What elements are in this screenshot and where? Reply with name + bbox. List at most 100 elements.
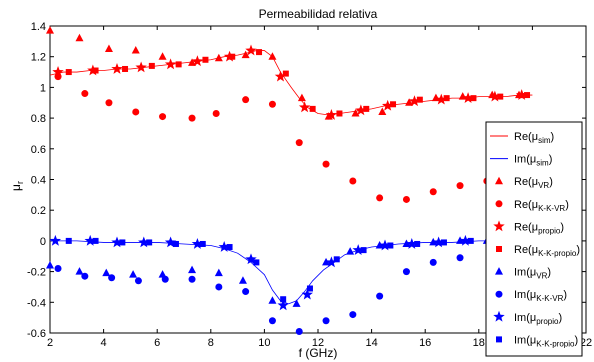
series-9 [65, 237, 528, 303]
data-point [381, 99, 394, 111]
series-6 [46, 236, 518, 307]
y-tick-label: 0.4 [31, 175, 46, 187]
legend-swatch [495, 267, 503, 275]
data-point [429, 258, 437, 266]
y-tick-label: -0.4 [27, 297, 46, 309]
data-point [363, 105, 370, 112]
data-point [202, 56, 209, 63]
legend-label: Im(μsim) [514, 154, 552, 168]
data-point [188, 265, 197, 274]
data-point [191, 237, 204, 249]
data-point [432, 236, 445, 248]
y-tick-label: 1 [40, 82, 46, 94]
legend-label: Re(μsim) [514, 131, 554, 145]
x-tick-label: 16 [419, 337, 431, 349]
data-point [111, 62, 123, 74]
data-point [456, 254, 464, 262]
data-point [158, 270, 167, 278]
data-point [467, 237, 474, 244]
legend-item: Im(μK-K-VR) [495, 289, 567, 303]
chart-legend: Re(μsim) Im(μsim) Re(μVR) Re(μK-K-VR) Re(μpr… [485, 121, 583, 357]
data-point [282, 70, 289, 77]
data-point [402, 195, 410, 203]
y-tick-label: 0.8 [31, 113, 46, 125]
series-3 [54, 73, 518, 203]
data-point [92, 237, 99, 244]
data-point [497, 93, 504, 100]
data-point [429, 237, 438, 246]
data-point [515, 89, 528, 100]
legend-item: Re(μK-K-VR) [495, 199, 569, 213]
data-point [405, 98, 414, 106]
data-point [138, 236, 150, 248]
y-tick-label: -0.2 [27, 267, 46, 279]
data-point [132, 108, 140, 116]
chart-title: Permeabilidad relativa [259, 7, 378, 21]
x-tick-label: 6 [154, 337, 160, 349]
legend-item: Re(μpropio) [493, 220, 564, 235]
data-point [46, 260, 54, 269]
data-point [135, 61, 147, 73]
data-point [65, 69, 72, 76]
data-point [322, 160, 330, 168]
data-point [122, 65, 129, 72]
data-point [148, 62, 155, 69]
data-point [49, 234, 62, 246]
y-tick-label: 1.2 [31, 52, 46, 64]
data-point [158, 52, 167, 60]
data-point [408, 95, 421, 107]
legend-label: Re(μK-K-propio) [514, 244, 580, 258]
data-point [108, 274, 116, 282]
data-point [191, 55, 204, 67]
series-line [49, 50, 533, 116]
data-point [462, 92, 474, 103]
legend-label: Re(μK-K-VR) [514, 199, 569, 213]
data-point [164, 236, 177, 248]
data-point [352, 244, 364, 255]
legend-swatch [496, 336, 502, 343]
data-point [188, 275, 196, 283]
data-point [268, 296, 277, 304]
x-tick-label: 22 [580, 337, 592, 349]
data-point [429, 188, 437, 196]
legend-label: Im(μK-K-propio) [514, 334, 578, 348]
data-point [172, 240, 179, 247]
data-point [84, 234, 96, 246]
data-point [280, 296, 287, 303]
legend-item: Im(μsim) [490, 154, 552, 168]
legend-label: Re(μpropio) [514, 221, 564, 235]
series-line [50, 240, 533, 305]
data-point [75, 33, 84, 42]
legend-item: Re(μVR) [495, 176, 553, 190]
data-point [456, 236, 465, 244]
data-point [256, 49, 263, 56]
data-point [351, 108, 360, 117]
legend-swatch [495, 290, 503, 298]
data-point [226, 244, 233, 251]
legend-swatch [493, 220, 505, 232]
data-point [175, 61, 182, 68]
data-point [325, 109, 338, 120]
data-point [355, 104, 367, 116]
legend-label: Im(μpropio) [514, 312, 562, 326]
data-point [111, 236, 123, 248]
y-axis-label-sub: r [15, 181, 25, 184]
y-axis-label-main: μ [9, 184, 23, 191]
y-axis-label: μr [9, 181, 25, 191]
data-point [241, 50, 250, 59]
data-point [188, 114, 196, 122]
y-tick-label: 0.6 [31, 144, 46, 156]
x-tick-label: 2 [47, 337, 53, 349]
x-tick-label: 12 [312, 337, 324, 349]
data-point [129, 270, 138, 278]
data-point [376, 292, 384, 300]
data-point [274, 70, 287, 82]
series-7 [54, 254, 464, 335]
data-point [325, 256, 338, 268]
data-point [443, 95, 450, 102]
data-point [242, 288, 250, 296]
data-point [406, 237, 418, 249]
data-point [435, 93, 447, 105]
data-point [295, 327, 303, 335]
x-axis-label: f (GHz) [299, 346, 338, 360]
